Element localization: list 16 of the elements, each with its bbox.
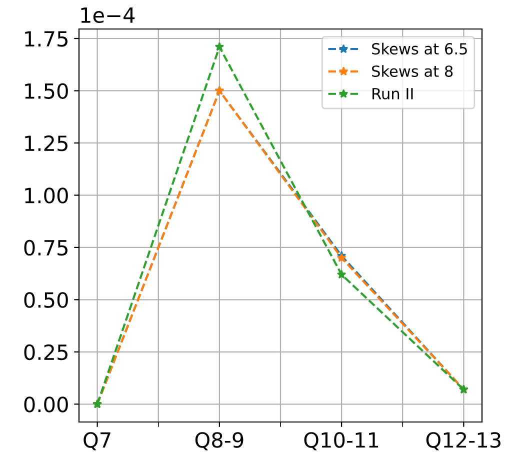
y-tick-label: 0.00 xyxy=(24,396,68,412)
y-tick-label: 1.25 xyxy=(25,135,68,152)
y-tick-label: 0.75 xyxy=(24,240,68,256)
x-tick-label: Q12-13 xyxy=(426,432,500,450)
y-tick-label: 1.50 xyxy=(25,83,68,99)
legend-label: Skews at 6.5 xyxy=(372,42,467,55)
y-tick-label: 1.75 xyxy=(25,31,68,47)
y-tick-label: 0.25 xyxy=(24,344,68,360)
legend-label: Skews at 8 xyxy=(372,65,453,77)
x-tick-label: Q7 xyxy=(84,432,110,450)
text: 1e−4 xyxy=(81,8,135,23)
legend-label: Run II xyxy=(372,88,413,100)
x-tick-label: Q8-9 xyxy=(195,432,244,450)
y-tick-label: 0.50 xyxy=(24,292,68,308)
y-tick-label: 1.00 xyxy=(25,188,68,204)
x-tick-label: Q10-11 xyxy=(304,432,378,450)
